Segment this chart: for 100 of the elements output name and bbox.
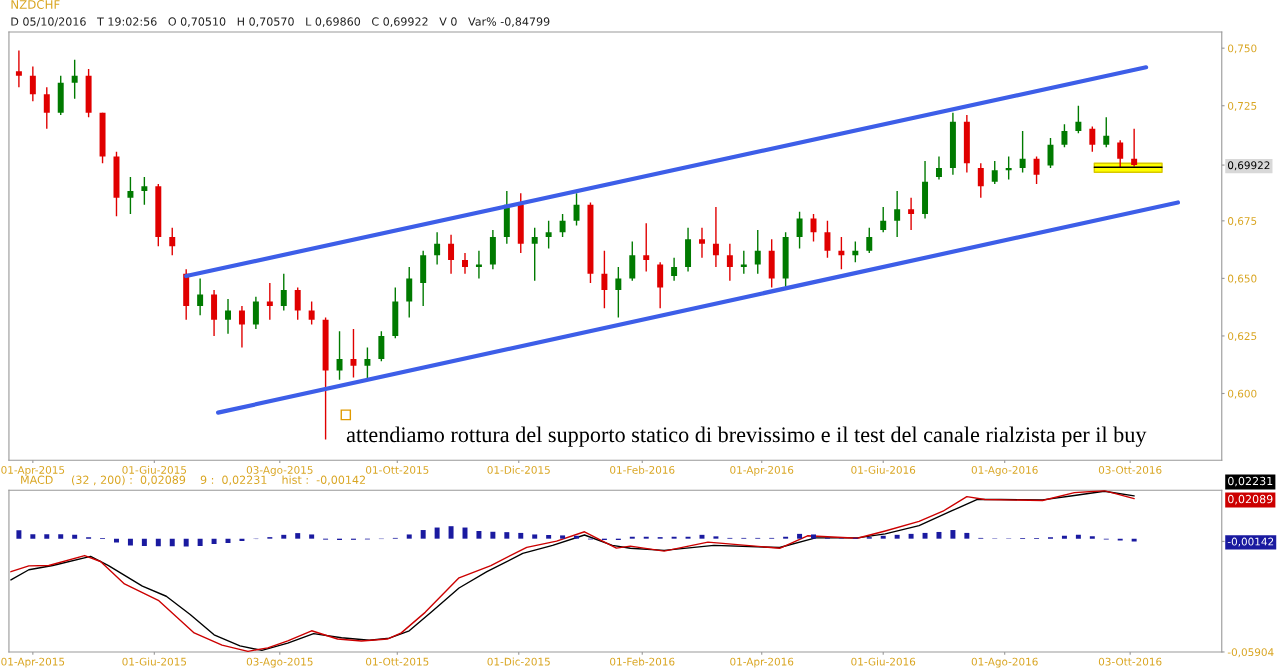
candlestick (1117, 139, 1124, 169)
candlestick (1089, 125, 1096, 153)
bar (699, 534, 705, 539)
candlestick (908, 197, 915, 231)
candlestick (531, 227, 538, 282)
bar (560, 535, 566, 539)
candlestick (629, 240, 636, 282)
text: 0,02231 (1228, 476, 1273, 487)
candlestick (71, 58, 78, 100)
x-tick-label: 01-Feb-2016 (610, 657, 675, 666)
bar (16, 530, 22, 539)
candlestick (1075, 105, 1082, 135)
bar (880, 535, 886, 539)
candlestick (238, 305, 245, 349)
bar (114, 538, 119, 543)
candlestick (601, 250, 608, 310)
bar (183, 538, 189, 547)
x-tick-label: 03-Ago-2015 (246, 465, 313, 476)
bar (894, 534, 900, 539)
bar (155, 538, 161, 547)
x-tick-label: 01-Ago-2016 (971, 657, 1038, 668)
candlestick (991, 160, 998, 185)
candlestick (364, 346, 371, 381)
bar (908, 533, 914, 539)
bar (811, 534, 816, 539)
x-tick-label: 01-Giu-2016 (851, 657, 916, 666)
candlestick (573, 192, 580, 227)
candlestick (545, 220, 552, 250)
candlestick (1131, 128, 1138, 168)
x-tick-label: 01-Apr-2015 (1, 657, 65, 668)
bar (141, 538, 147, 546)
x-tick-label: 01-Dic-2015 (487, 657, 550, 666)
y-tick-label: 0,675 (1228, 217, 1257, 226)
y-tick-label: 0,600 (1228, 389, 1257, 399)
bar (574, 535, 580, 539)
bar (922, 532, 928, 539)
candlestick (336, 330, 343, 381)
bar (546, 535, 552, 539)
candlestick (615, 266, 622, 319)
bar (406, 534, 412, 539)
candlestick (197, 277, 204, 316)
bar (309, 534, 315, 539)
candlestick (977, 162, 984, 199)
candlestick (643, 222, 650, 273)
bar (532, 534, 538, 539)
chart-title: NZDCHF (11, 0, 60, 9)
candlestick (754, 229, 761, 275)
x-tick-label: 01-Apr-2016 (730, 657, 794, 668)
bar (434, 527, 440, 539)
y-tick-label: 0,625 (1228, 332, 1257, 342)
chart-subtitle: D 05/10/2016 T 19:02:56 O 0,70510 H 0,70570 L 0,69860 C 0,69922 V 0 Var% -0,84799 (11, 17, 550, 27)
candlestick (1019, 130, 1026, 174)
x-tick-label: 01-Feb-2016 (610, 465, 675, 474)
candlestick (657, 261, 664, 310)
bar (964, 532, 970, 539)
bar (797, 533, 803, 539)
bar (211, 538, 217, 545)
bar (476, 530, 482, 539)
bar (239, 538, 245, 541)
y-tick-label: 0,69922 (1228, 161, 1270, 171)
candlestick (824, 220, 831, 259)
candlestick (671, 256, 678, 282)
candlestick (712, 206, 719, 268)
text: 0,02089 (1228, 494, 1273, 505)
x-tick-label: 01-Giu-2016 (851, 465, 916, 474)
candlestick (1061, 123, 1068, 148)
candlestick (935, 155, 942, 181)
bar (72, 534, 78, 539)
x-tick-label: 03-Ago-2015 (246, 657, 313, 668)
bar (936, 531, 942, 539)
bar (197, 538, 203, 546)
candlestick (1103, 116, 1110, 148)
bar (44, 534, 50, 539)
candlestick (726, 243, 733, 282)
candlestick (280, 273, 287, 312)
x-tick-label: 03-Ott-2016 (1098, 465, 1162, 474)
candlestick (1033, 155, 1040, 185)
bar (30, 534, 36, 539)
candlestick (406, 266, 413, 319)
y-tick-label: -0,05904 (1227, 648, 1274, 658)
y-tick-label: 0,650 (1228, 274, 1257, 284)
candlestick (294, 286, 301, 321)
candlestick (350, 328, 357, 379)
candlestick (462, 252, 468, 275)
bar (169, 538, 175, 547)
bar (225, 538, 231, 543)
bar (281, 534, 287, 539)
candlestick (141, 176, 148, 206)
candlestick (127, 176, 134, 215)
x-tick-label: 01-Ott-2015 (366, 465, 429, 474)
bar (127, 538, 133, 546)
candlestick (559, 213, 566, 238)
y-tick-label: 0,750 (1228, 44, 1257, 54)
candlestick (378, 330, 385, 362)
y-tick-label: 0,725 (1228, 101, 1257, 111)
x-tick-label: 01-Apr-2015 (1, 465, 65, 476)
bar (1075, 534, 1081, 539)
x-tick-label: 01-Ago-2016 (971, 465, 1038, 476)
bar (420, 530, 426, 539)
candlestick (43, 86, 50, 130)
